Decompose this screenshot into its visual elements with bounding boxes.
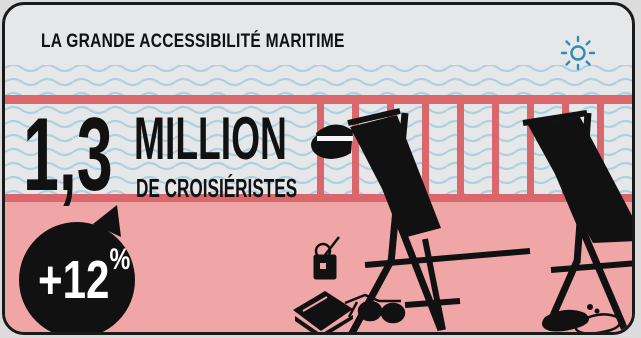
deck-chair-icon [347,108,531,332]
sun-icon [560,35,596,71]
growth-value: +12 [38,250,110,310]
sunglasses-icon [344,293,406,324]
sun-hat-icon [311,124,353,159]
railing-top [5,95,632,104]
page-title: LA GRANDE ACCESSIBILITÉ MARITIME [41,31,345,52]
stat-value: 1,3 [23,97,113,213]
growth-badge: +12% [38,245,130,310]
infographic-card: LA GRANDE ACCESSIBILITÉ MARITIME 1,3 MIL… [2,2,635,335]
cocktail-icon [313,236,340,280]
stat-unit: MILLION [134,105,287,172]
railing-bottom [5,194,632,202]
percent-symbol: % [109,243,131,276]
book-icon [293,291,353,332]
beach-scene [5,65,632,332]
stat-label: DE CROISIÉRISTES [136,173,298,203]
badge-shape [19,205,135,332]
footprint-icon [541,304,622,332]
